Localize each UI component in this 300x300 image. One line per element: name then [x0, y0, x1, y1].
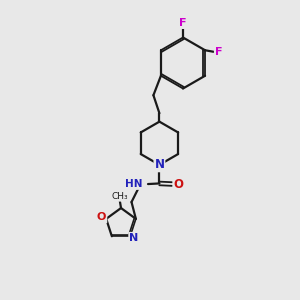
Text: O: O — [173, 178, 183, 190]
Text: F: F — [215, 47, 222, 57]
Text: N: N — [154, 158, 164, 171]
Text: N: N — [129, 233, 138, 243]
Text: CH₃: CH₃ — [111, 192, 128, 201]
Text: HN: HN — [124, 179, 142, 189]
Text: O: O — [97, 212, 106, 222]
Text: F: F — [179, 18, 187, 28]
